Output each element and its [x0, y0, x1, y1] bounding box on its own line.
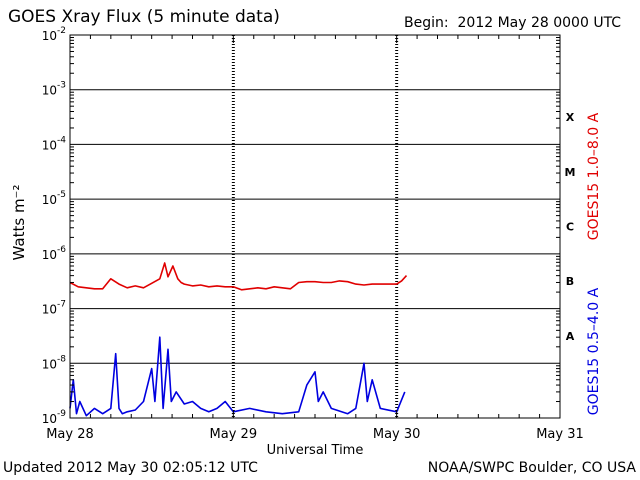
x-tick-label: May 29: [210, 427, 258, 442]
updated-time: Updated 2012 May 30 02:05:12 UTC: [3, 460, 258, 476]
y-tick-label: 10-5: [42, 190, 66, 207]
series-label: GOES15 0.5–4.0 A: [586, 287, 602, 415]
series-label: GOES15 1.0–8.0 A: [586, 112, 602, 240]
y-tick-label: 10-3: [42, 81, 66, 98]
flare-class-label: M: [565, 166, 576, 179]
flare-class-label: X: [566, 111, 575, 124]
plot-frame: [69, 34, 561, 419]
tick-layer: [69, 35, 561, 418]
label-layer: 10-9 10-8 10-7 10-6 10-5 10-4 10-3 10-2 May 28 Ma…: [10, 26, 602, 458]
x-axis-title: Universal Time: [267, 443, 364, 458]
credit-line: NOAA/SWPC Boulder, CO USA: [427, 460, 636, 476]
series-layer: [69, 262, 408, 417]
begin-value: 2012 May 28 0000 UTC: [457, 15, 622, 31]
series-line: [69, 262, 408, 291]
grid-layer: [70, 35, 560, 418]
flare-class-label: A: [566, 330, 575, 343]
begin-time: Begin: 2012 May 28 0000 UTC: [404, 15, 621, 31]
chart-title: GOES Xray Flux (5 minute data): [8, 7, 280, 27]
x-tick-label: May 28: [46, 427, 94, 442]
y-tick-label: 10-8: [42, 354, 67, 371]
flare-class-label: B: [566, 275, 574, 288]
y-tick-label: 10-4: [42, 135, 67, 152]
x-tick-label: May 31: [536, 427, 584, 442]
y-tick-label: 10-9: [42, 409, 67, 426]
flare-class-label: C: [566, 221, 574, 234]
x-tick-label: May 30: [373, 427, 421, 442]
y-tick-label: 10-2: [42, 26, 66, 43]
y-axis-title: Watts m⁻²: [10, 185, 28, 261]
y-tick-label: 10-7: [42, 300, 66, 317]
y-tick-label: 10-6: [42, 245, 67, 262]
series-line: [69, 336, 406, 417]
begin-label: Begin:: [404, 15, 449, 31]
